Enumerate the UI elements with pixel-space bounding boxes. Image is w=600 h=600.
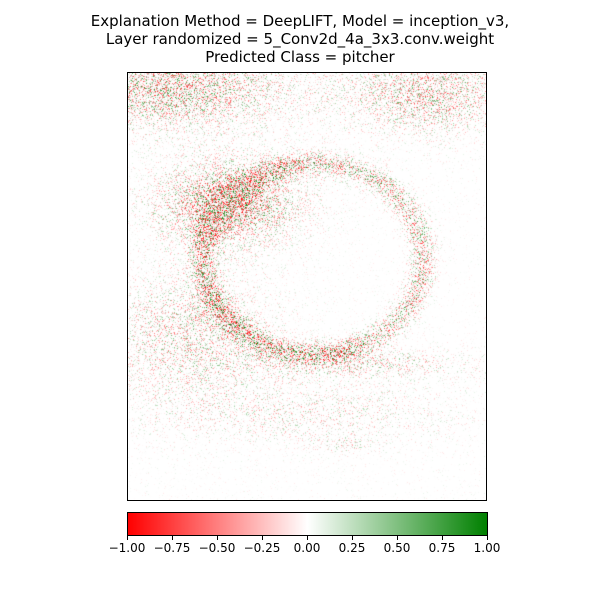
colorbar-tick-mark xyxy=(307,536,308,540)
colorbar-tick-mark xyxy=(262,536,263,540)
colorbar-tick-label: 1.00 xyxy=(473,541,501,555)
colorbar-tick-mark xyxy=(127,536,128,540)
colorbar-tick-mark xyxy=(397,536,398,540)
colorbar-tick-label: −0.50 xyxy=(198,541,236,555)
colorbar-tick-mark xyxy=(487,536,488,540)
colorbar-tick-label: −0.25 xyxy=(243,541,281,555)
colorbar-tick-label: 0.50 xyxy=(383,541,411,555)
colorbar-tick-mark xyxy=(352,536,353,540)
colorbar-tick-mark xyxy=(217,536,218,540)
colorbar-tick-label: 0.75 xyxy=(428,541,456,555)
colorbar-ticks: −1.00 −0.75 −0.50 −0.25 0.00 0.25 0.50 0.75 1.00 xyxy=(109,536,500,566)
colorbar-tick-mark xyxy=(172,536,173,540)
colorbar xyxy=(127,512,488,536)
attribution-heatmap xyxy=(128,73,486,500)
colorbar-tick-label: 0.25 xyxy=(338,541,366,555)
colorbar-tick-mark xyxy=(442,536,443,540)
chart-title-line-2: Layer randomized = 5_Conv2d_4a_3x3.conv.… xyxy=(105,30,495,48)
heatmap-plot-area xyxy=(127,72,487,501)
chart-title: Explanation Method = DeepLIFT, Model = i… xyxy=(0,12,600,66)
chart-title-line-3: Predicted Class = pitcher xyxy=(205,48,395,66)
chart-title-line-1: Explanation Method = DeepLIFT, Model = i… xyxy=(90,12,510,30)
colorbar-tick-label: −1.00 xyxy=(108,541,146,555)
colorbar-tick-label: −0.75 xyxy=(153,541,191,555)
colorbar-tick-label: 0.00 xyxy=(293,541,321,555)
